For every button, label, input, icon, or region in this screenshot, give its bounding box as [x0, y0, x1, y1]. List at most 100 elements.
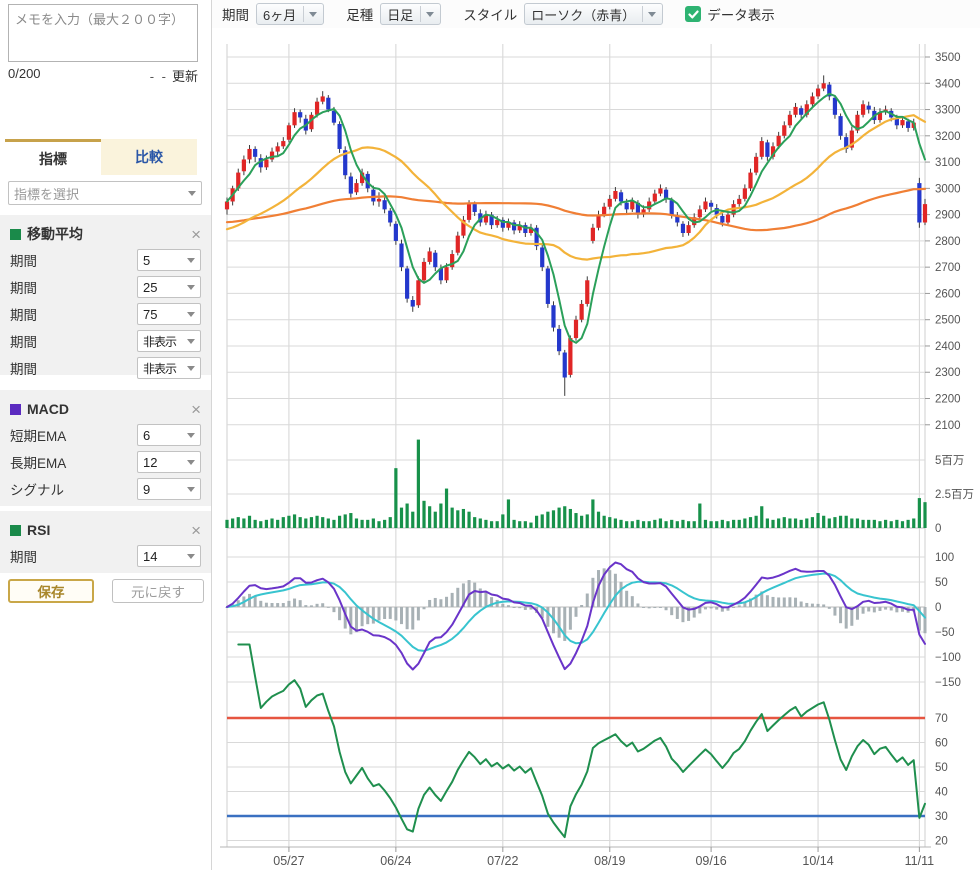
svg-text:2200: 2200 — [935, 394, 961, 406]
reset-button[interactable]: 元に戻す — [112, 579, 204, 603]
panel-rsi: RSI × 期間 14 — [0, 511, 211, 573]
macd-signal-select[interactable]: 9 — [137, 478, 201, 500]
macd-row-slow: 長期EMA 12 — [10, 451, 201, 473]
svg-text:06/24: 06/24 — [380, 854, 411, 868]
chevron-down-icon — [648, 12, 656, 21]
chevron-down-icon — [187, 433, 195, 442]
memo-update: - - 更新 — [150, 66, 198, 85]
check-icon — [688, 9, 699, 20]
svg-text:07/22: 07/22 — [487, 854, 518, 868]
rsi-row-period: 期間 14 — [10, 545, 201, 567]
chevron-down-icon — [187, 487, 195, 496]
ma-row-4: 期間 非表示 — [10, 330, 201, 352]
chart-toolbar: 期間 6ヶ月 足種 日足 スタイル ローソク（赤青） データ表示 — [212, 0, 980, 28]
macd-fast-select[interactable]: 6 — [137, 424, 201, 446]
panel-ma-title: 移動平均 — [27, 224, 191, 244]
data-display-checkbox[interactable] — [685, 6, 701, 22]
chevron-down-icon — [187, 312, 195, 321]
price-volume-macd-rsi-chart: 2100220023002400250026002700280029003000… — [212, 30, 980, 870]
svg-text:2.5百万: 2.5百万 — [935, 489, 974, 501]
ma-row-1: 期間 5 — [10, 249, 201, 271]
svg-text:40: 40 — [935, 787, 948, 799]
ma-period-2-select[interactable]: 25 — [137, 276, 201, 298]
svg-text:2800: 2800 — [935, 236, 961, 248]
svg-text:5百万: 5百万 — [935, 455, 964, 467]
svg-text:50: 50 — [935, 762, 948, 774]
ma-row-4-label: 期間 — [10, 331, 37, 351]
ma-period-3-select[interactable]: 75 — [137, 303, 201, 325]
svg-text:10/14: 10/14 — [802, 854, 833, 868]
ma-row-3-label: 期間 — [10, 304, 37, 324]
tab-compare[interactable]: 比較 — [101, 139, 197, 175]
close-icon[interactable]: × — [191, 226, 201, 243]
svg-text:0: 0 — [935, 523, 941, 535]
svg-text:2700: 2700 — [935, 262, 961, 274]
svg-text:20: 20 — [935, 836, 948, 848]
svg-text:100: 100 — [935, 552, 954, 564]
ma-period-1-select[interactable]: 5 — [137, 249, 201, 271]
panel-rsi-title: RSI — [27, 522, 191, 538]
svg-text:50: 50 — [935, 577, 948, 589]
chevron-down-icon — [426, 12, 434, 21]
period-label: 期間 — [222, 4, 249, 24]
close-icon[interactable]: × — [191, 401, 201, 418]
svg-text:11/11: 11/11 — [905, 854, 934, 868]
svg-text:−150: −150 — [935, 677, 961, 689]
period-dropdown[interactable]: 6ヶ月 — [256, 3, 324, 25]
svg-text:2100: 2100 — [935, 420, 961, 432]
chevron-down-icon — [188, 191, 196, 200]
memo-counter: 0/200 — [8, 66, 41, 85]
svg-text:0: 0 — [935, 602, 941, 614]
action-row: 保存 元に戻す — [8, 579, 204, 603]
bartype-label: 足種 — [346, 4, 373, 24]
svg-text:3500: 3500 — [935, 52, 961, 64]
chevron-down-icon — [187, 460, 195, 469]
svg-text:2600: 2600 — [935, 288, 961, 300]
svg-text:09/16: 09/16 — [695, 854, 726, 868]
ma-row-2: 期間 25 — [10, 276, 201, 298]
close-icon[interactable]: × — [191, 522, 201, 539]
style-dropdown[interactable]: ローソク（赤青） — [524, 3, 663, 25]
chevron-down-icon — [187, 285, 195, 294]
svg-text:2500: 2500 — [935, 315, 961, 327]
indicator-select-dropdown[interactable]: 指標を選択 — [8, 181, 202, 205]
svg-text:3300: 3300 — [935, 105, 961, 117]
ma-row-3: 期間 75 — [10, 303, 201, 325]
svg-text:60: 60 — [935, 738, 948, 750]
macd-fast-label: 短期EMA — [10, 425, 66, 445]
tab-indicator[interactable]: 指標 — [5, 139, 101, 175]
memo-update-placeholder: - - — [150, 69, 168, 84]
svg-text:3400: 3400 — [935, 78, 961, 90]
ma-row-2-label: 期間 — [10, 277, 37, 297]
chevron-down-icon — [309, 12, 317, 21]
bartype-dropdown[interactable]: 日足 — [380, 3, 441, 25]
memo-input[interactable] — [8, 4, 198, 62]
rsi-color-swatch — [10, 525, 21, 536]
memo-update-label: 更新 — [172, 69, 198, 84]
svg-text:3000: 3000 — [935, 183, 961, 195]
save-button[interactable]: 保存 — [8, 579, 94, 603]
ma-period-4-select[interactable]: 非表示 — [137, 330, 201, 352]
chevron-down-icon — [187, 554, 195, 563]
macd-color-swatch — [10, 404, 21, 415]
svg-text:3200: 3200 — [935, 131, 961, 143]
panel-macd: MACD × 短期EMA 6 長期EMA 12 シグナル 9 — [0, 390, 211, 506]
sidebar-tabs: 指標 比較 — [5, 139, 197, 175]
chevron-down-icon — [187, 258, 195, 267]
rsi-period-select[interactable]: 14 — [137, 545, 201, 567]
macd-slow-select[interactable]: 12 — [137, 451, 201, 473]
svg-text:3100: 3100 — [935, 157, 961, 169]
chevron-down-icon — [187, 366, 195, 375]
svg-text:−100: −100 — [935, 652, 961, 664]
ma-row-5: 期間 非表示 — [10, 357, 201, 379]
panel-moving-average: 移動平均 × 期間 5 期間 25 期間 75 期間 非表示 期間 非表示 — [0, 215, 211, 375]
memo-meta: 0/200 - - 更新 — [8, 66, 198, 85]
stock-chart-app: 0/200 - - 更新 指標 比較 指標を選択 移動平均 × 期間 5 期間 2… — [0, 0, 980, 870]
svg-text:−50: −50 — [935, 627, 955, 639]
svg-text:2900: 2900 — [935, 210, 961, 222]
ma-period-5-select[interactable]: 非表示 — [137, 357, 201, 379]
rsi-period-label: 期間 — [10, 546, 37, 566]
panel-macd-title: MACD — [27, 401, 191, 417]
panel-rsi-header: RSI × — [10, 519, 201, 541]
chart-area: 2100220023002400250026002700280029003000… — [212, 30, 980, 870]
